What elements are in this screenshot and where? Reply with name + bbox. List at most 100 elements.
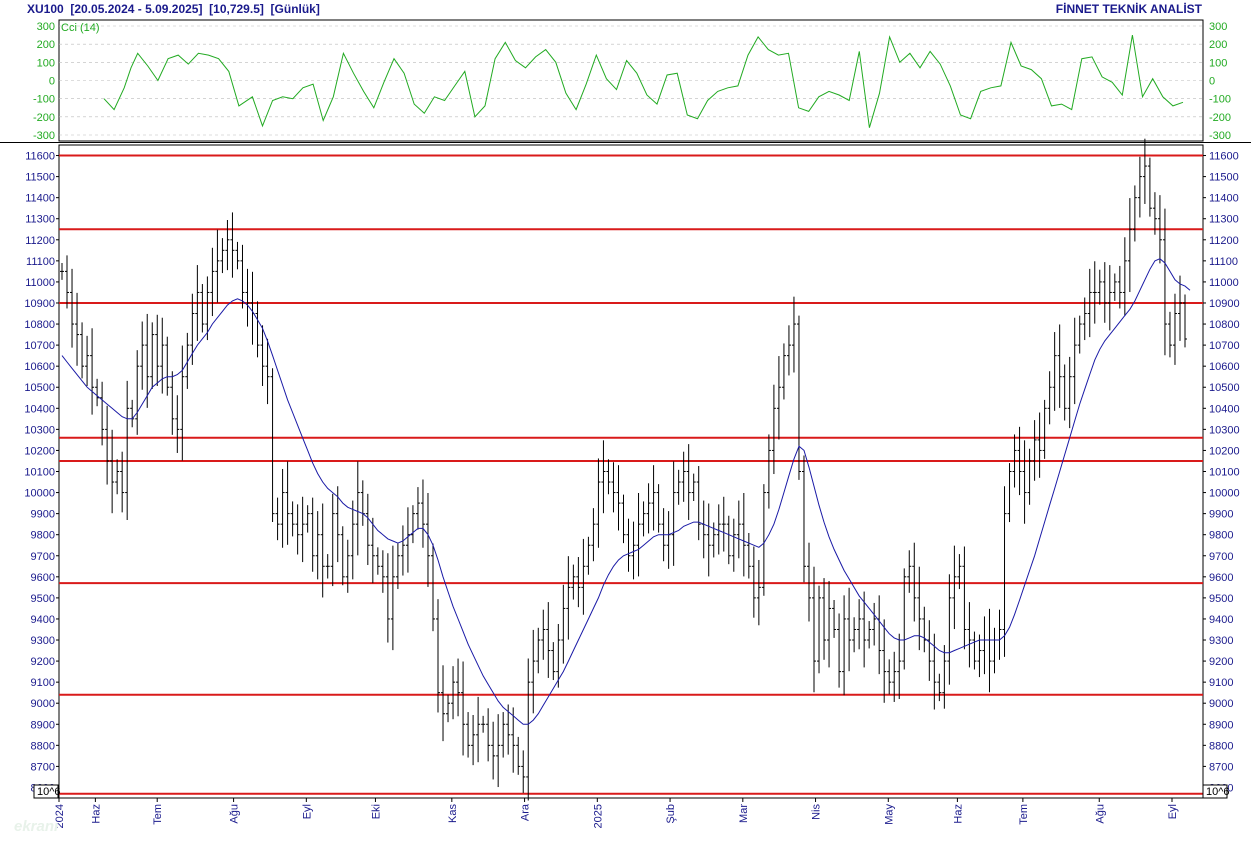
price-tick-label-right: 10900: [1209, 298, 1240, 310]
price-tick-label-right: 11600: [1209, 151, 1239, 163]
price-tick-label-left: 9700: [31, 551, 55, 563]
price-tick-label-left: 9800: [31, 530, 55, 542]
price-tick-label-left: 9100: [31, 677, 55, 689]
cci-tick-label-right: 0: [1209, 76, 1215, 88]
price-tick-label-left: 11100: [26, 256, 55, 268]
date-tick-label: Ağu: [1094, 804, 1106, 824]
date-axis: 2024 Haz Tem Ağu Eyl Eki Kas Ara 2025 Şub Mar Nis Ma…: [33, 784, 1230, 828]
price-tick-label-right: 11100: [1209, 256, 1238, 268]
price-tick-label-left: 10200: [24, 445, 55, 457]
price-tick-label-left: 8900: [31, 719, 55, 731]
price-tick-label-left: 10800: [24, 319, 55, 331]
price-tick-label-left: 10100: [24, 467, 55, 479]
price-tick-label-right: 11200: [1209, 235, 1239, 247]
cci-tick-label-right: 200: [1209, 39, 1227, 51]
price-tick-label-right: 11300: [1209, 214, 1239, 226]
price-tick-label-right: 11400: [1209, 193, 1239, 205]
cci-gridlines: [59, 25, 1203, 136]
price-tick-label-left: 10400: [24, 403, 55, 415]
price-tick-label-right: 8900: [1209, 719, 1233, 731]
price-tick-label-right: 9500: [1209, 593, 1233, 605]
cci-axis-labels: 300 300 200 200 100 100 0 0 -100 -100 -200 -200 -300…: [33, 21, 1231, 142]
price-tick-label-left: 11200: [25, 235, 55, 247]
price-tick-label-right: 9300: [1209, 635, 1233, 647]
price-tick-label-right: 9000: [1209, 698, 1233, 710]
cci-tick-label-right: -100: [1209, 94, 1231, 106]
price-tick-label-right: 9700: [1209, 551, 1233, 563]
period-label: [Günlük]: [270, 2, 320, 16]
price-tick-label-right: 9400: [1209, 614, 1233, 626]
date-tick-label: Ağu: [229, 804, 241, 824]
date-tick-label: Tem: [1018, 804, 1030, 825]
cci-tick-label-right: -300: [1209, 130, 1231, 142]
price-tick-label-right: 10100: [1209, 467, 1240, 479]
ohlc-bars: [60, 138, 1187, 801]
date-tick-label: Mar: [738, 804, 750, 823]
chart-header: XU100 [20.05.2024 - 5.09.2025] [10,729.5…: [27, 2, 320, 16]
cci-tick-label-left: -300: [33, 130, 55, 142]
price-tick-label-right: 10500: [1209, 382, 1240, 394]
price-tick-label-left: 9000: [31, 698, 55, 710]
price-tick-label-right: 10800: [1209, 319, 1240, 331]
date-tick-label: Tem: [152, 804, 164, 825]
price-tick-label-right: 11500: [1209, 172, 1239, 184]
scale-box: [1202, 784, 1228, 799]
date-tick-label: Haz: [90, 804, 102, 824]
date-tick-label: Haz: [952, 804, 964, 824]
price-panel-border: [58, 144, 1204, 799]
price-tick-label-right: 9600: [1209, 572, 1233, 584]
date-tick-label: Kas: [447, 804, 459, 823]
cci-tick-label-left: -100: [33, 94, 55, 106]
date-tick-label: May: [883, 804, 895, 825]
price-tick-label-left: 10300: [24, 424, 55, 436]
price-tick-label-right: 10600: [1209, 361, 1240, 373]
provider-label: FİNNET TEKNİK ANALİST: [1055, 2, 1202, 16]
last-price-label: [10,729.5]: [209, 2, 264, 16]
price-tick-label-left: 11300: [25, 214, 55, 226]
price-tick-label-left: 9300: [31, 635, 55, 647]
price-tick-label-right: 8800: [1209, 740, 1233, 752]
scale-box-label: 10^6: [1206, 786, 1230, 798]
moving-average-line: [61, 258, 1191, 725]
price-tick-label-left: 9900: [31, 509, 55, 521]
price-axis-labels: 11600 11600 11500 11500 11400 11400 11300 11300…: [24, 151, 1239, 795]
cci-tick-label-right: 100: [1209, 57, 1227, 69]
support-resistance-lines: [59, 154, 1203, 795]
date-range-label: [20.05.2024 - 5.09.2025]: [70, 2, 203, 16]
cci-title: Cci (14): [61, 22, 100, 34]
price-tick-label-left: 10500: [24, 382, 55, 394]
price-tick-label-left: 11500: [25, 172, 55, 184]
chart-frame: [0, 19, 1251, 799]
date-tick-label: 2024: [54, 804, 66, 828]
cci-tick-label-left: 0: [49, 76, 55, 88]
price-tick-label-right: 11000: [1209, 277, 1239, 289]
date-tick-label: 2025: [592, 804, 604, 828]
scale-box-label: 10^6: [37, 786, 61, 798]
price-tick-label-left: 11400: [25, 193, 55, 205]
price-tick-label-left: 10000: [24, 488, 55, 500]
cci-tick-label-left: 100: [37, 57, 55, 69]
cci-tick-label-left: 200: [37, 39, 55, 51]
date-tick-label: Şub: [665, 804, 677, 824]
price-tick-label-left: 10900: [24, 298, 55, 310]
price-tick-label-left: 10600: [24, 361, 55, 373]
scale-box: [33, 784, 59, 799]
price-tick-label-left: 8800: [31, 740, 55, 752]
date-tick-label: Eyl: [301, 804, 313, 819]
price-tick-label-right: 9800: [1209, 530, 1233, 542]
date-tick-label: Eyl: [1167, 804, 1179, 819]
price-tick-label-left: 9500: [31, 593, 55, 605]
price-tick-label-left: 10700: [24, 340, 55, 352]
price-tick-label-right: 10000: [1209, 488, 1240, 500]
price-tick-label-left: 9600: [31, 572, 55, 584]
price-tick-label-right: 10200: [1209, 445, 1240, 457]
price-tick-label-right: 9100: [1209, 677, 1233, 689]
cci-tick-label-right: 300: [1209, 21, 1227, 33]
price-tick-label-left: 9200: [31, 656, 55, 668]
watermark-logo: ekranı: [14, 818, 59, 835]
cci-series: [103, 35, 1184, 128]
date-tick-label: Nis: [811, 804, 823, 820]
symbol-label: XU100: [27, 2, 64, 16]
price-tick-label-right: 9900: [1209, 509, 1233, 521]
